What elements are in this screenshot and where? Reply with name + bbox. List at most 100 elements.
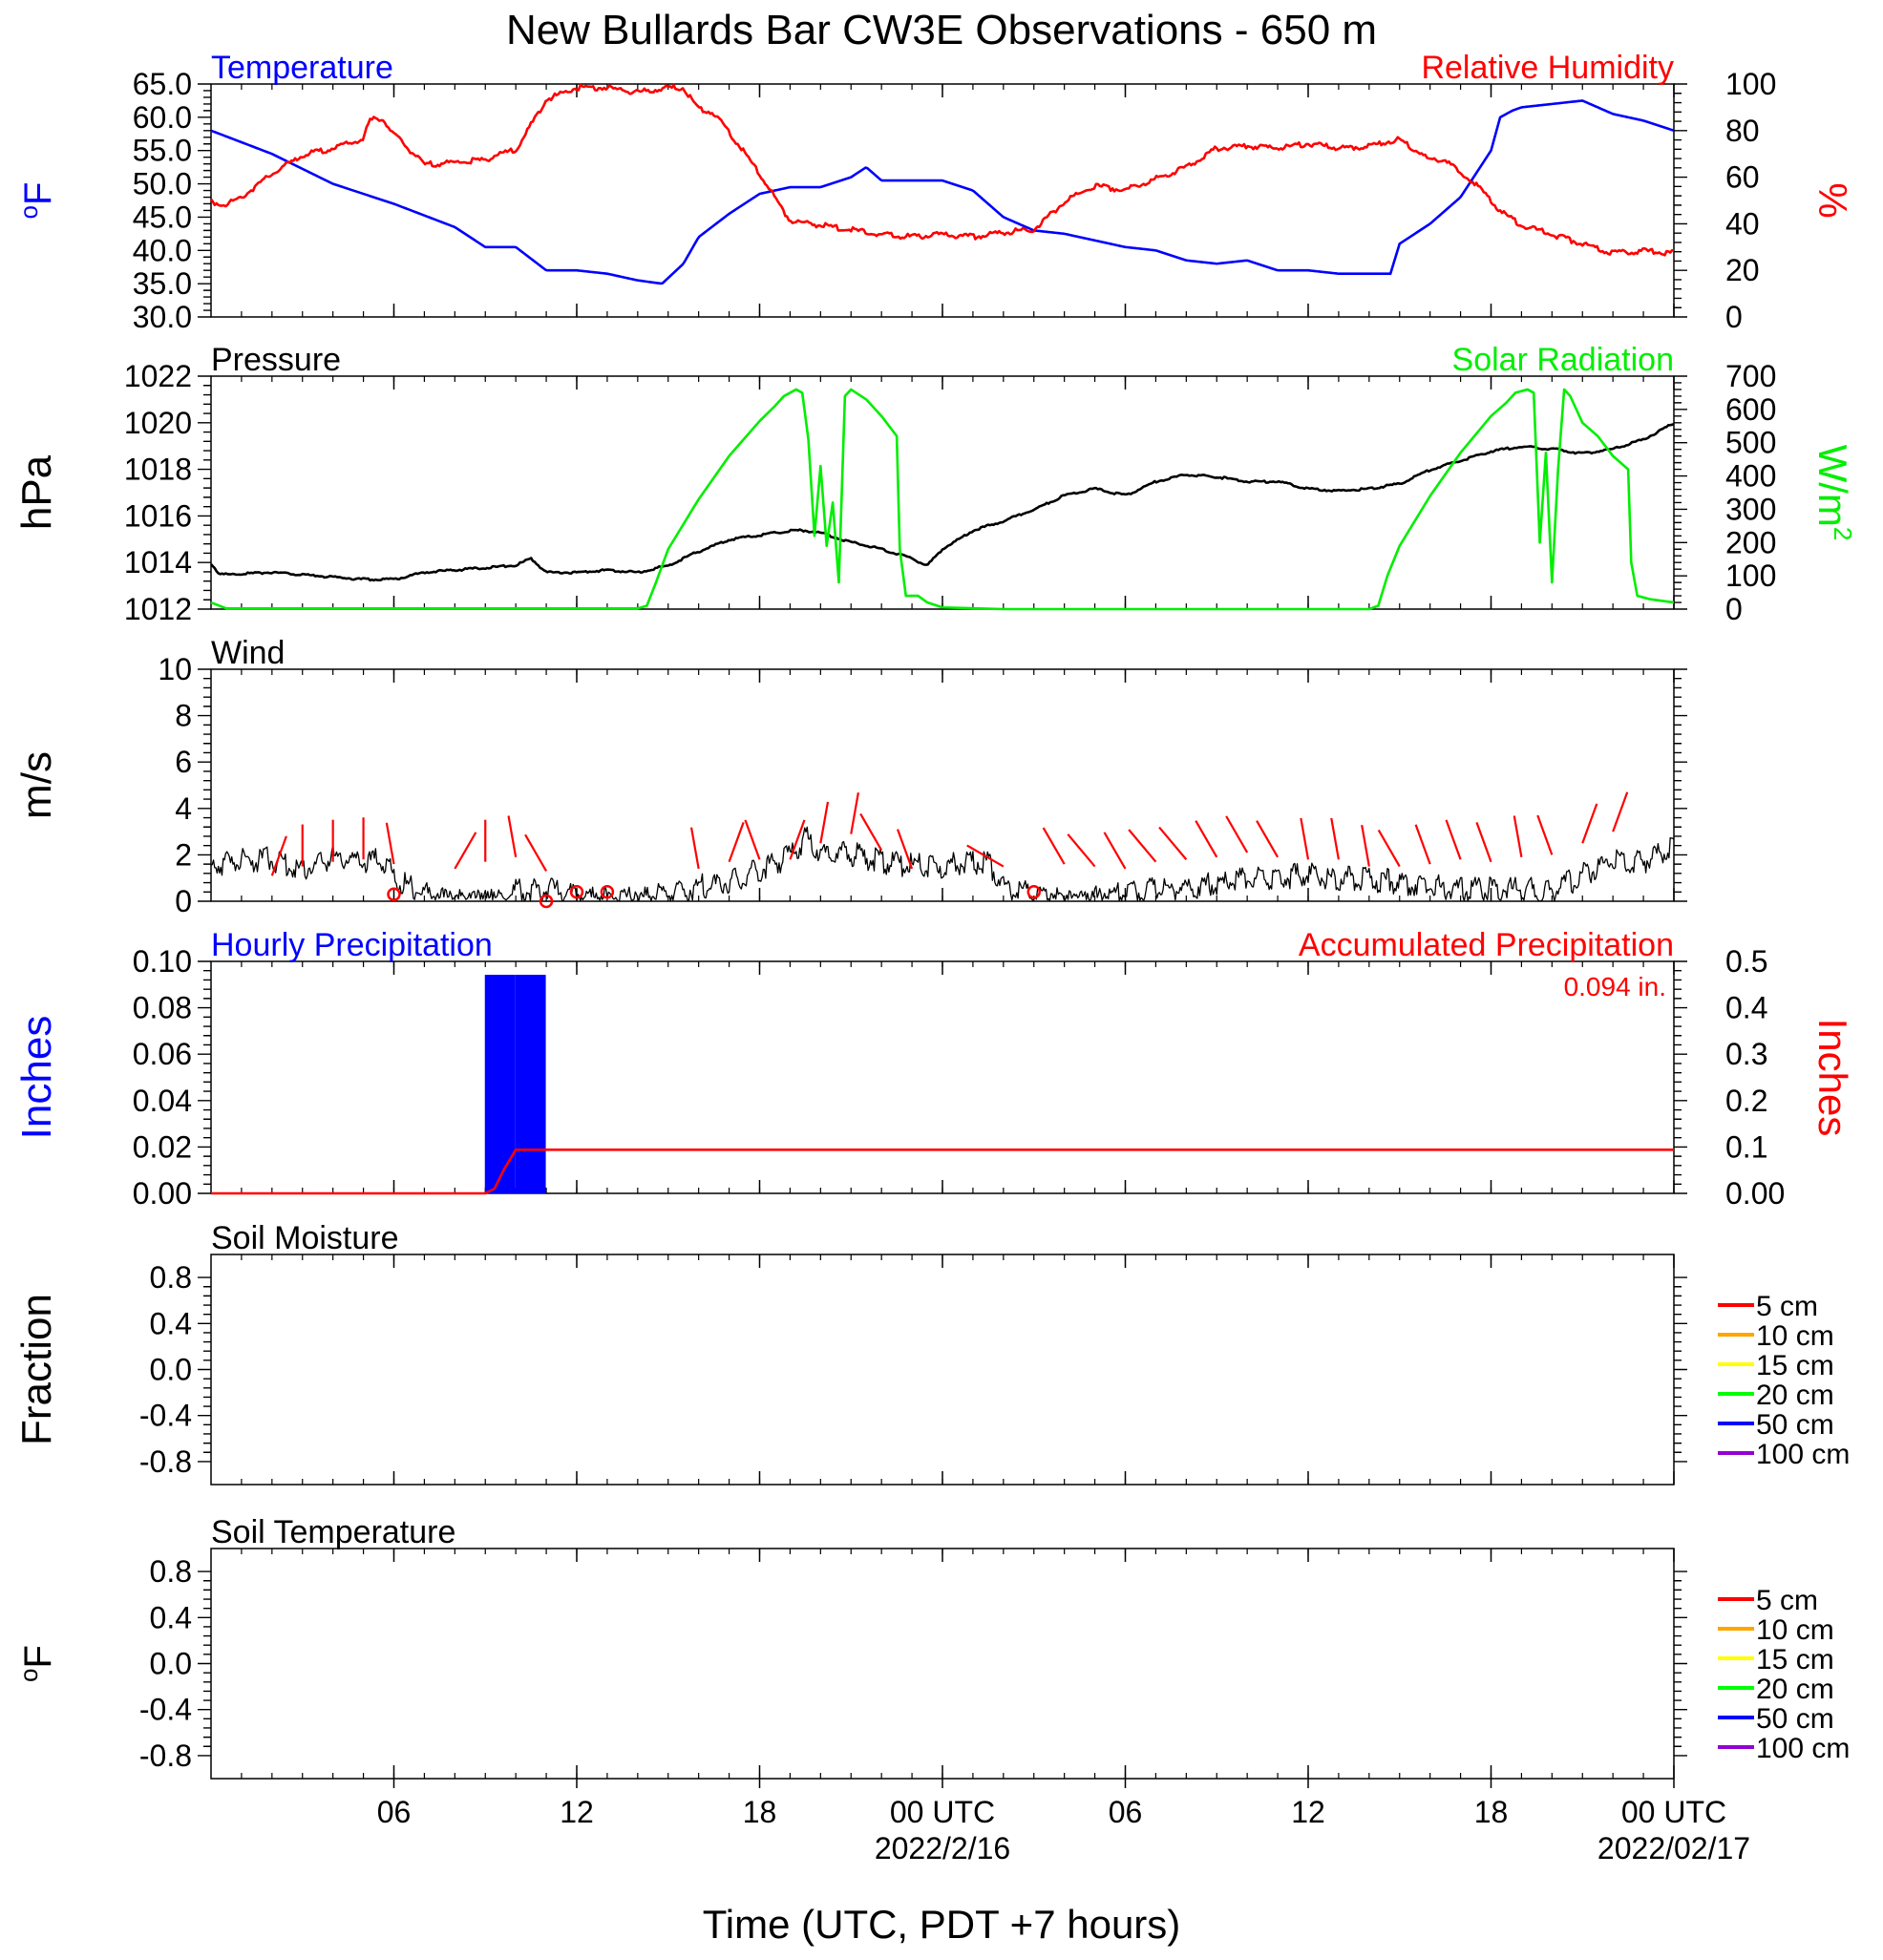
- y-tick-label-left: 8: [175, 699, 192, 733]
- wind-barb: [1128, 829, 1157, 863]
- calm-wind-marker: [387, 887, 401, 901]
- y-tick-label-right: 40: [1725, 206, 1760, 241]
- y-tick-label-right: 0.1: [1725, 1129, 1767, 1164]
- y-axis-label-left: Inches: [13, 1016, 60, 1140]
- y-ticks-left: [198, 375, 211, 610]
- panels-group: 30.035.040.045.050.055.060.065.002040608…: [13, 50, 1857, 1865]
- x-tick-date-label: 2022/02/17: [1597, 1831, 1750, 1865]
- y-tick-label-right: 700: [1725, 359, 1776, 393]
- y-tick-label-left: 0.4: [150, 1600, 192, 1634]
- y-tick-label-right: 200: [1725, 525, 1776, 559]
- y-tick-label-right: 600: [1725, 392, 1776, 427]
- series-line-accumulated-precipitation: [211, 1149, 1674, 1195]
- wind-barb: [1513, 815, 1523, 858]
- x-tick-label: 18: [1474, 1795, 1509, 1829]
- y-tick-label-left: 65.0: [133, 67, 192, 101]
- wind-barb: [1330, 817, 1340, 860]
- panel-title-left: Wind: [211, 635, 285, 671]
- panel-title-left: Temperature: [211, 50, 393, 86]
- wind-barb: [1042, 827, 1066, 865]
- y-tick-label-left: -0.4: [139, 1693, 192, 1727]
- calm-wind-marker: [1026, 885, 1041, 899]
- y-tick-label-left: 4: [175, 791, 192, 826]
- wind-barb: [1445, 819, 1462, 860]
- panel-title-right: Relative Humidity: [1421, 50, 1674, 86]
- legend-label: 5 cm: [1756, 1291, 1818, 1322]
- y-tick-label-left: 0.10: [133, 944, 192, 979]
- y-tick-label-left: 1014: [124, 545, 192, 580]
- panel-title-left: Hourly Precipitation: [211, 927, 493, 963]
- y-tick-label-left: 0.06: [133, 1037, 192, 1071]
- x-tick-label: 06: [1109, 1795, 1143, 1829]
- wind-barb: [1475, 821, 1492, 863]
- y-tick-label-right: 20: [1725, 253, 1760, 287]
- wind-barb: [1581, 803, 1598, 844]
- wind-barb: [1536, 814, 1554, 855]
- x-tick-label: 00 UTC: [1621, 1795, 1726, 1829]
- wind-barb: [689, 827, 700, 870]
- y-tick-label-left: 0.0: [150, 1647, 192, 1681]
- y-tick-label-left: 6: [175, 745, 192, 779]
- y-tick-label-left: 50.0: [133, 167, 192, 201]
- series-line-pressure: [210, 423, 1675, 582]
- y-tick-label-left: 55.0: [133, 134, 192, 168]
- y-tick-label-right: 0.00: [1725, 1176, 1785, 1211]
- y-tick-label-left: 2: [175, 837, 192, 872]
- y-tick-label-left: -0.8: [139, 1739, 192, 1773]
- wind-barb: [744, 819, 761, 860]
- wind-barb: [728, 821, 745, 863]
- y-tick-label-right: 500: [1725, 426, 1776, 460]
- precip-bar: [515, 975, 546, 1194]
- y-ticks-left: [198, 1276, 1687, 1463]
- y-ticks-left: [198, 960, 211, 1194]
- y-axis-label-left: hPa: [13, 454, 60, 530]
- y-ticks-left: [198, 1570, 1687, 1757]
- y-tick-label-left: 30.0: [133, 300, 192, 334]
- degree-symbol: o: [14, 205, 43, 219]
- series-line-wind: [210, 826, 1675, 902]
- wind-barb: [897, 829, 914, 870]
- panel-soil-moisture: -0.8 -0.4 0.0 0.4 0.8 Soil Moisture Fraction 5 …: [13, 1220, 1850, 1486]
- unit-letter: F: [17, 1645, 59, 1668]
- calm-wind-marker: [569, 885, 584, 899]
- y-axis-label-left: oF: [14, 1645, 59, 1682]
- y-tick-label-left: 1016: [124, 498, 192, 533]
- wind-barb: [1067, 833, 1096, 868]
- panel-wind: 0 2 4 6 8 10 Wind m/s: [13, 635, 1687, 918]
- y-tick-label-right: 0.3: [1725, 1037, 1767, 1071]
- y-tick-label-left: 0.8: [150, 1554, 192, 1589]
- x-major-ticks: [392, 1254, 1675, 1485]
- y-tick-label-left: 0.00: [133, 1176, 192, 1211]
- wind-barb: [850, 792, 859, 834]
- x-tick-label: 18: [743, 1795, 777, 1829]
- wind-barb: [859, 812, 883, 852]
- wind-barb: [454, 832, 477, 870]
- y-tick-label-left: 0: [175, 884, 192, 918]
- wind-barb: [524, 833, 548, 872]
- y-tick-label-left: -0.4: [139, 1399, 192, 1433]
- y-tick-label-left: 35.0: [133, 266, 192, 301]
- panel-title-left: Soil Moisture: [211, 1220, 399, 1256]
- wind-barb: [819, 801, 830, 844]
- x-tick-date-label: 2022/2/16: [875, 1831, 1010, 1865]
- y-ticks-right: [1674, 375, 1687, 610]
- wind-barb: [1195, 820, 1218, 858]
- chart-title: New Bullards Bar CW3E Observations - 650…: [506, 7, 1377, 53]
- unit-superscript: 2: [1829, 527, 1857, 540]
- wind-barb: [966, 844, 1005, 868]
- y-tick-label-left: 0.08: [133, 991, 192, 1025]
- y-tick-label-left: 40.0: [133, 233, 192, 267]
- series-line-solar-radiation: [210, 388, 1675, 611]
- y-tick-label-left: 60.0: [133, 100, 192, 135]
- y-tick-label-left: 0.0: [150, 1353, 192, 1387]
- panel-precipitation: 0.00 0.02 0.04 0.06 0.08 0.10 0.00 0.1 0.2 0.3 0.4…: [13, 927, 1855, 1211]
- y-tick-label-right: 100: [1725, 67, 1776, 101]
- x-major-ticks: [392, 961, 1675, 1193]
- legend-label: 20 cm: [1756, 1674, 1834, 1705]
- panel-title-left: Pressure: [211, 342, 341, 378]
- wind-barb: [1225, 815, 1249, 854]
- y-axis-label-right: W/m2: [1810, 445, 1857, 541]
